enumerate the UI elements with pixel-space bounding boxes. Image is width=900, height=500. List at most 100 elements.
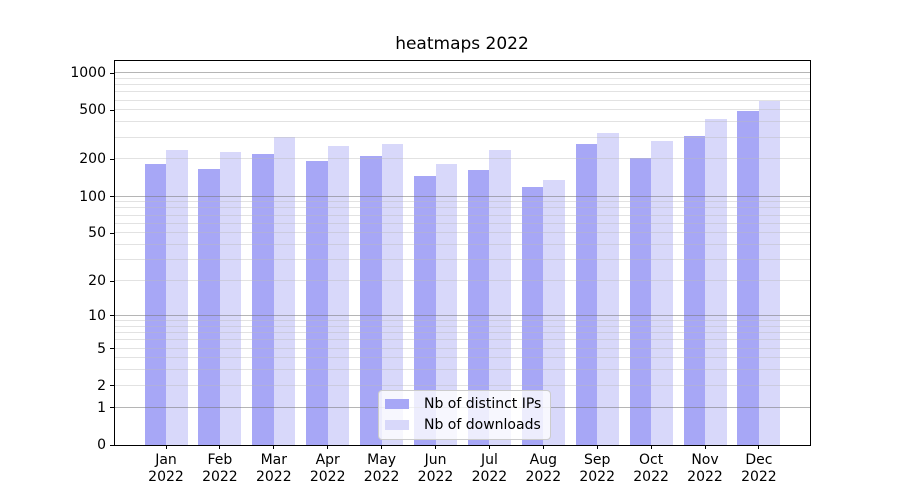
y-tick-mark bbox=[110, 407, 115, 409]
x-tick-label: May 2022 bbox=[363, 452, 400, 485]
gridline-minor bbox=[115, 121, 810, 123]
x-tick-label: Apr 2022 bbox=[309, 452, 346, 485]
bar-nb-of-distinct-ips-oct bbox=[629, 158, 652, 445]
x-tick-mark bbox=[219, 445, 221, 449]
y-tick-label: 20 bbox=[88, 273, 106, 290]
legend-entry: Nb of distinct IPs bbox=[385, 396, 541, 412]
bar-nb-of-distinct-ips-apr bbox=[306, 161, 328, 445]
x-tick-mark bbox=[327, 445, 329, 449]
gridline-minor bbox=[115, 280, 810, 282]
x-tick-mark bbox=[650, 445, 652, 449]
bar-nb-of-downloads-apr bbox=[327, 145, 350, 445]
y-tick-label: 500 bbox=[79, 102, 106, 119]
bar-nb-of-distinct-ips-sep bbox=[575, 143, 598, 445]
bar-nb-of-downloads-mar bbox=[273, 136, 296, 445]
gridline-minor bbox=[115, 369, 810, 371]
y-tick-mark bbox=[110, 280, 115, 282]
x-tick-mark bbox=[704, 445, 706, 449]
plot-area: 0 1 2 5 10 20 50 100 200 500 1000 Jan 2022 Feb 2022 M… bbox=[70, 60, 811, 485]
bar-nb-of-downloads-dec bbox=[758, 101, 781, 445]
gridline-minor bbox=[115, 320, 810, 321]
bar-nb-of-downloads-jul bbox=[489, 149, 511, 445]
bar-nb-of-downloads-nov bbox=[705, 119, 727, 445]
gridline-major bbox=[115, 314, 810, 316]
bar-nb-of-downloads-aug bbox=[543, 180, 565, 445]
bar-nb-of-downloads-jun bbox=[435, 164, 457, 445]
x-tick-mark bbox=[273, 445, 275, 449]
gridline-major bbox=[115, 72, 810, 73]
y-tick-label: 1 bbox=[97, 399, 106, 416]
bar-nb-of-distinct-ips-nov bbox=[683, 135, 705, 445]
bar-nb-of-distinct-ips-may bbox=[360, 155, 382, 445]
y-tick-mark bbox=[110, 109, 115, 111]
bar-nb-of-downloads-feb bbox=[219, 152, 242, 445]
y-tick-mark bbox=[110, 348, 115, 349]
bar-nb-of-downloads-may bbox=[381, 143, 404, 445]
x-tick-label: Mar 2022 bbox=[255, 452, 292, 485]
bar-nb-of-distinct-ips-jan bbox=[144, 163, 166, 445]
gridline-minor bbox=[115, 214, 810, 216]
bars-layer bbox=[115, 61, 810, 445]
y-tick-mark bbox=[110, 444, 115, 446]
x-tick-label: Sep 2022 bbox=[579, 452, 615, 485]
x-tick-mark bbox=[596, 445, 598, 449]
x-tick-mark bbox=[165, 445, 167, 449]
legend-swatch-nb-of-downloads bbox=[385, 420, 409, 430]
y-tick-label: 5 bbox=[97, 340, 106, 357]
gridline-minor bbox=[115, 99, 810, 101]
x-tick-mark bbox=[381, 445, 383, 449]
gridline-minor bbox=[115, 259, 810, 261]
y-tick-mark bbox=[110, 72, 115, 74]
x-tick-label: Oct 2022 bbox=[633, 452, 669, 485]
y-tick-mark bbox=[110, 196, 115, 197]
chart-title: heatmaps 2022 bbox=[395, 34, 529, 54]
gridline-minor bbox=[115, 357, 810, 359]
bar-nb-of-distinct-ips-feb bbox=[198, 168, 220, 445]
gridline-minor bbox=[115, 109, 810, 111]
gridline-minor bbox=[115, 347, 810, 349]
y-tick-label: 50 bbox=[88, 225, 106, 242]
legend-label: Nb of distinct IPs bbox=[424, 396, 542, 412]
x-tick-label: Jul 2022 bbox=[471, 452, 508, 485]
bar-nb-of-distinct-ips-dec bbox=[737, 110, 759, 445]
legend-label: Nb of downloads bbox=[424, 417, 541, 433]
gridline-minor bbox=[115, 244, 810, 245]
bar-nb-of-distinct-ips-jul bbox=[467, 170, 490, 445]
x-tick-label: Aug 2022 bbox=[525, 452, 562, 485]
bar-nb-of-distinct-ips-mar bbox=[252, 154, 274, 445]
bar-nb-of-distinct-ips-aug bbox=[521, 186, 544, 445]
bar-nb-of-downloads-sep bbox=[597, 133, 619, 445]
y-tick-label: 10 bbox=[88, 307, 106, 324]
gridline-minor bbox=[115, 136, 810, 138]
y-tick-mark bbox=[110, 385, 115, 387]
y-tick-label: 100 bbox=[79, 188, 106, 205]
gridline-minor bbox=[115, 332, 810, 333]
x-tick-label: Dec 2022 bbox=[741, 452, 777, 485]
gridline-minor bbox=[115, 84, 810, 85]
gridline-minor bbox=[115, 222, 810, 224]
bar-nb-of-downloads-oct bbox=[651, 140, 673, 445]
legend-entry: Nb of downloads bbox=[385, 417, 541, 433]
gridline-minor bbox=[115, 77, 810, 79]
y-tick-label: 2 bbox=[97, 377, 106, 394]
y-tick-label: 1000 bbox=[70, 65, 106, 81]
x-tick-label: Feb 2022 bbox=[202, 452, 238, 485]
bar-nb-of-distinct-ips-jun bbox=[414, 175, 436, 445]
x-tick-mark bbox=[488, 445, 490, 449]
y-tick-label: 200 bbox=[79, 151, 106, 168]
x-tick-label: Jun 2022 bbox=[417, 452, 454, 485]
gridline-minor bbox=[115, 158, 810, 160]
gridline-minor bbox=[115, 339, 810, 341]
axis-layer: 0 1 2 5 10 20 50 100 200 500 1000 Jan 2022 Feb 2022 M… bbox=[70, 61, 810, 485]
legend-swatch-nb-of-distinct-ips bbox=[385, 399, 409, 409]
x-tick-mark bbox=[435, 445, 436, 449]
x-tick-label: Nov 2022 bbox=[687, 452, 723, 485]
y-tick-mark bbox=[110, 158, 115, 160]
gridline-minor bbox=[115, 325, 810, 327]
y-tick-mark bbox=[110, 315, 115, 317]
x-tick-label: Jan 2022 bbox=[148, 452, 184, 485]
y-tick-label: 0 bbox=[97, 437, 106, 453]
x-tick-mark bbox=[758, 445, 760, 449]
gridline-major bbox=[115, 195, 810, 197]
